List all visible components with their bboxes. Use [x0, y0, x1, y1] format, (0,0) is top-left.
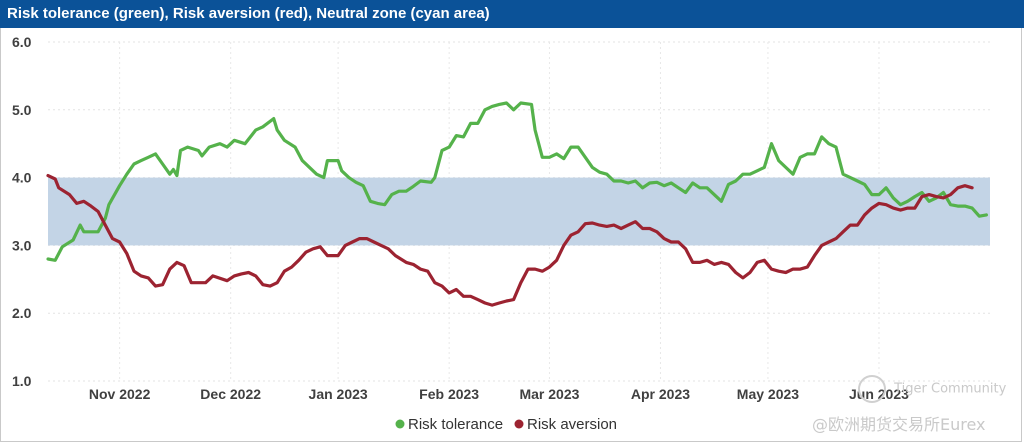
y-tick-label: 4.0 — [12, 170, 32, 186]
y-tick-label: 3.0 — [12, 237, 32, 253]
tiger-logo-icon — [858, 375, 886, 403]
community-watermark: Tiger Community — [858, 375, 1006, 403]
legend-marker — [395, 419, 405, 429]
x-tick-label: Jan 2023 — [309, 386, 368, 402]
chart-title: Risk tolerance (green), Risk aversion (r… — [7, 5, 490, 22]
x-tick-label: May 2023 — [737, 386, 799, 402]
x-tick-label: Feb 2023 — [419, 386, 479, 402]
y-tick-label: 2.0 — [12, 305, 32, 321]
legend-label: Risk tolerance — [408, 416, 503, 433]
y-tick-label: 5.0 — [12, 102, 32, 118]
legend-marker — [514, 419, 524, 429]
neutral-zone-band — [48, 177, 990, 246]
series-line-risk-tolerance — [46, 101, 988, 262]
y-tick-label: 1.0 — [12, 373, 32, 389]
x-tick-label: Dec 2022 — [200, 386, 261, 402]
source-watermark: @欧洲期货交易所Eurex — [812, 415, 986, 434]
community-watermark-text: Tiger Community — [894, 381, 1007, 397]
x-tick-label: Mar 2023 — [519, 386, 579, 402]
title-bar: Risk tolerance (green), Risk aversion (r… — [0, 0, 1024, 28]
x-tick-label: Nov 2022 — [89, 386, 151, 402]
series-line-risk-aversion — [46, 174, 974, 307]
y-tick-label: 6.0 — [12, 34, 32, 50]
x-tick-label: Apr 2023 — [631, 386, 690, 402]
legend-label: Risk aversion — [527, 416, 617, 433]
